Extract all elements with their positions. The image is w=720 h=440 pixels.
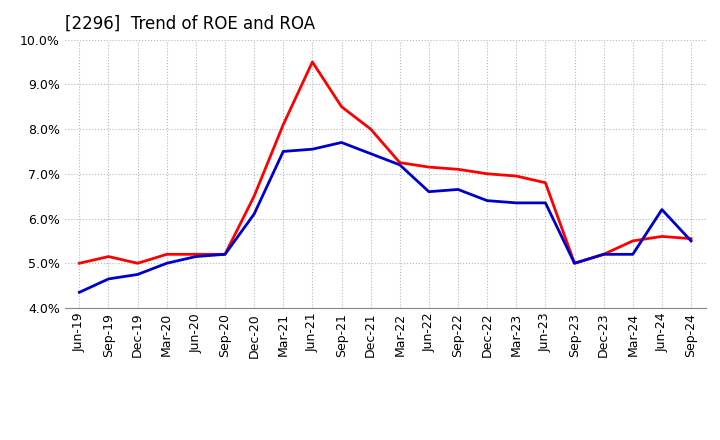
ROA <box>657 207 666 212</box>
ROA <box>512 200 521 205</box>
ROE <box>570 260 579 266</box>
ROE <box>425 165 433 170</box>
ROA <box>366 151 375 156</box>
ROE <box>192 252 200 257</box>
ROA <box>454 187 462 192</box>
ROA <box>133 272 142 277</box>
ROE <box>250 194 258 199</box>
Text: [2296]  Trend of ROE and ROA: [2296] Trend of ROE and ROA <box>65 15 315 33</box>
ROE <box>279 122 287 127</box>
ROA <box>483 198 492 203</box>
ROA <box>337 140 346 145</box>
ROA <box>599 252 608 257</box>
ROA <box>687 238 696 244</box>
ROE <box>454 167 462 172</box>
ROE <box>512 173 521 179</box>
ROE <box>395 160 404 165</box>
ROE <box>687 236 696 241</box>
ROE <box>337 104 346 109</box>
ROA <box>308 147 317 152</box>
ROA <box>425 189 433 194</box>
ROE <box>163 252 171 257</box>
ROA <box>279 149 287 154</box>
ROE <box>657 234 666 239</box>
ROA <box>629 252 637 257</box>
ROE <box>366 126 375 132</box>
ROE <box>599 252 608 257</box>
Line: ROE: ROE <box>79 62 691 263</box>
ROA <box>104 276 113 282</box>
Line: ROA: ROA <box>79 143 691 292</box>
ROA <box>395 162 404 168</box>
ROA <box>163 260 171 266</box>
ROE <box>75 260 84 266</box>
ROA <box>220 252 229 257</box>
ROE <box>629 238 637 244</box>
ROA <box>75 290 84 295</box>
ROE <box>483 171 492 176</box>
ROE <box>308 59 317 65</box>
ROE <box>220 252 229 257</box>
ROE <box>133 260 142 266</box>
ROE <box>104 254 113 259</box>
ROE <box>541 180 550 185</box>
ROA <box>192 254 200 259</box>
ROA <box>570 260 579 266</box>
ROA <box>250 212 258 217</box>
ROA <box>541 200 550 205</box>
